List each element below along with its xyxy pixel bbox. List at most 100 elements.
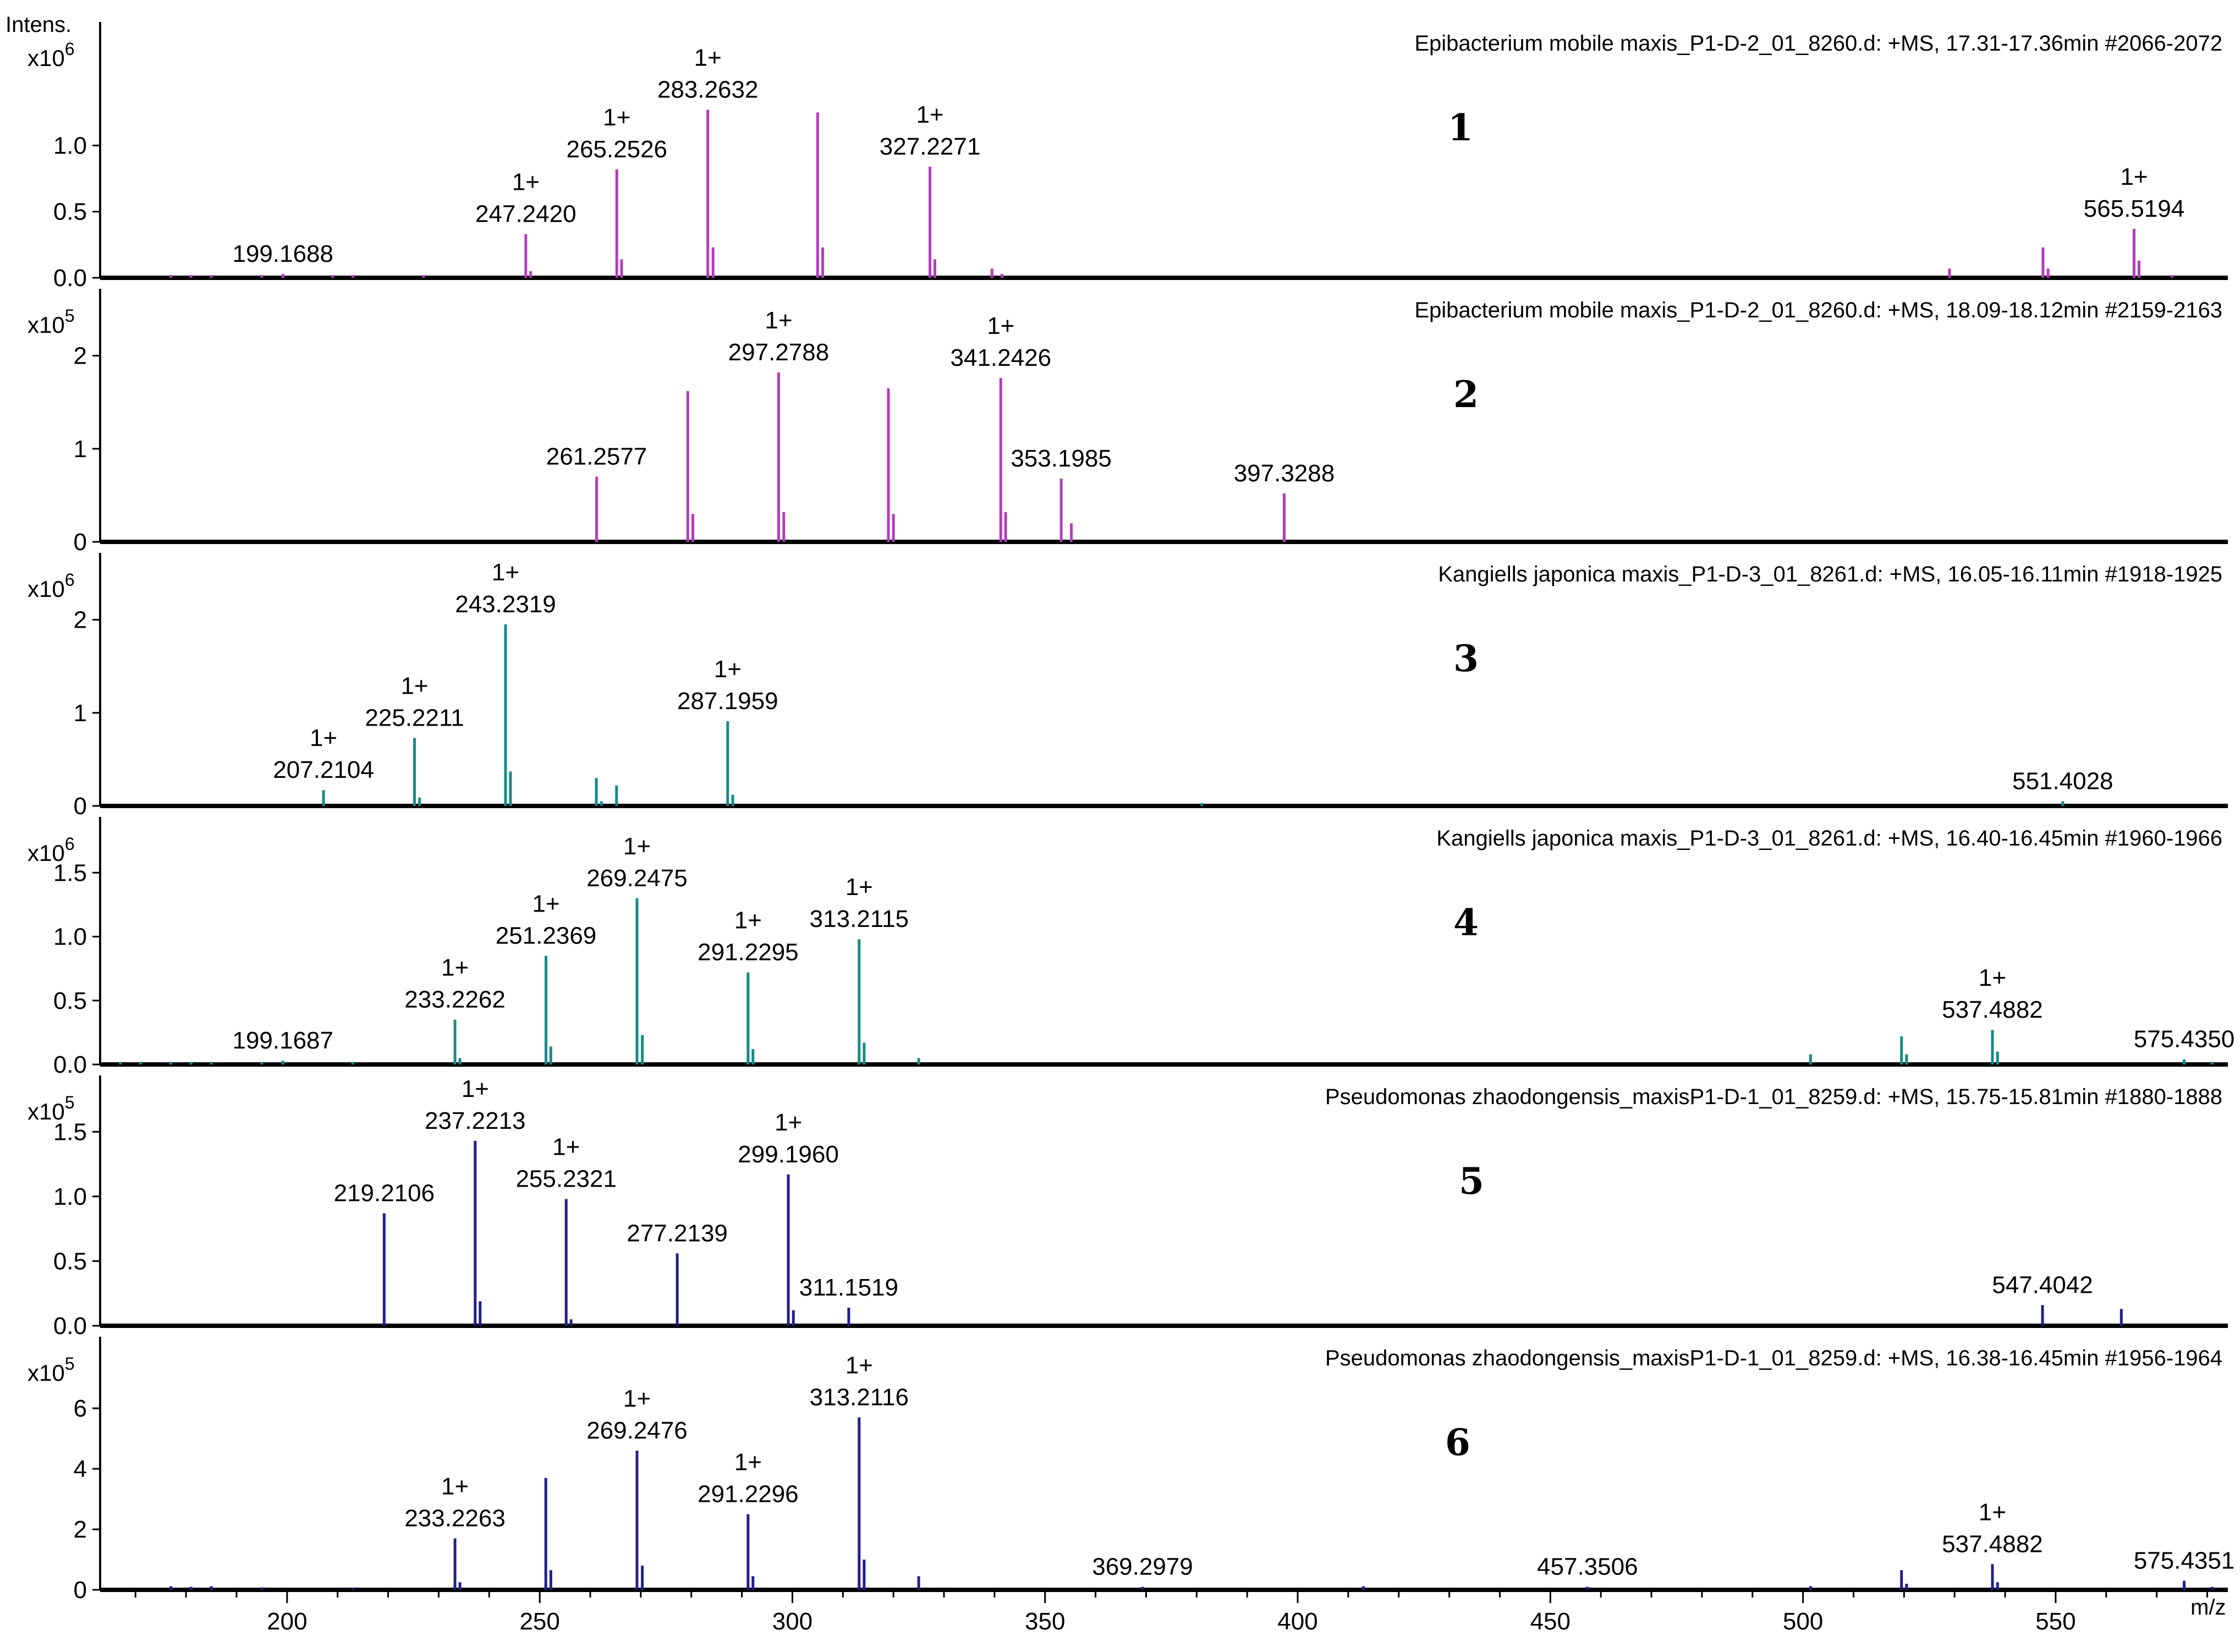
panel-number: 6	[1445, 1421, 1470, 1464]
peak-charge-label: 1+	[734, 907, 762, 934]
multiplier-base: x10	[28, 1099, 65, 1124]
peak-mz-label: 287.1959	[677, 688, 778, 715]
x-tick-label: 450	[1530, 1608, 1571, 1635]
peak-mz-label: 327.2271	[880, 133, 981, 160]
peak-mz-label: 565.5194	[2084, 195, 2185, 222]
spectrum-panel-2: 0 1 2 x105 Epibacterium mobile maxis_P1-D-2_…	[28, 289, 2228, 556]
peak-charge-label: 1+	[916, 101, 943, 128]
y-tick-label: 1.0	[53, 924, 87, 951]
multiplier-base: x10	[28, 45, 65, 71]
peak-mz-label: 341.2426	[951, 344, 1052, 371]
peak-charge-label: 1+	[623, 1385, 651, 1412]
y-tick-label: 2	[74, 607, 87, 634]
peak-mz-label: 207.2104	[273, 756, 374, 783]
peak-charge-label: 1+	[603, 104, 630, 131]
peak-charge-label: 1+	[532, 890, 559, 917]
spectrum-panel-6: 0 2 4 6 x105 Pseudomonas zhaodongensis_maxisP…	[28, 1337, 2234, 1604]
peak-charge-label: 1+	[441, 1473, 469, 1500]
spectrum-panel-1: 0.0 0.5 1.0 x106 Epibacterium mobile maxis_P…	[28, 22, 2228, 292]
x-axis-label: m/z	[2190, 1595, 2226, 1620]
spectrum-title: Kangiells japonica maxis_P1-D-3_01_8261.…	[1438, 562, 2222, 586]
multiplier-base: x10	[28, 840, 65, 866]
multiplier-exponent: 5	[65, 1093, 75, 1112]
y-tick-label: 1.5	[53, 1118, 87, 1145]
peak-charge-label: 1+	[765, 307, 792, 334]
x-tick-label: 350	[1025, 1608, 1065, 1635]
peak-mz-label: 237.2213	[425, 1107, 526, 1134]
multiplier-exponent: 6	[65, 834, 75, 854]
peak-charge-label: 1+	[714, 656, 742, 683]
peak-mz-label: 255.2321	[515, 1166, 617, 1193]
peak-mz-label: 199.1687	[232, 1027, 333, 1054]
peak-mz-label: 283.2632	[657, 76, 759, 103]
peak-charge-label: 1+	[846, 1352, 873, 1379]
spectrum-panel-3: 0 1 2 x106 Kangiells japonica maxis_P1-D-3_0…	[28, 553, 2228, 820]
panel-number: 1	[1448, 106, 1473, 149]
spectrum-title: Pseudomonas zhaodongensis_maxisP1-D-1_01…	[1325, 1085, 2222, 1109]
y-tick-label: 1.0	[53, 1183, 87, 1210]
intensity-multiplier: x106	[28, 570, 75, 602]
multiplier-exponent: 5	[65, 306, 75, 326]
y-tick-label: 0.0	[53, 1313, 87, 1340]
y-tick-label: 0.0	[53, 265, 87, 292]
spectrum-title: Epibacterium mobile maxis_P1-D-2_01_8260…	[1414, 298, 2222, 322]
multiplier-base: x10	[28, 1360, 65, 1386]
peak-mz-label: 233.2262	[404, 986, 506, 1013]
y-tick-label: 2	[74, 1516, 87, 1543]
panel-number: 2	[1453, 373, 1479, 416]
multiplier-exponent: 6	[65, 39, 75, 59]
intensity-multiplier: x106	[28, 39, 75, 71]
peak-mz-label: 311.1519	[799, 1274, 898, 1301]
x-tick-label: 200	[267, 1608, 307, 1635]
y-tick-label: 1.5	[53, 859, 87, 886]
peak-mz-label: 575.4351	[2134, 1547, 2235, 1574]
peak-mz-label: 269.2475	[586, 865, 688, 892]
peak-mz-label: 269.2476	[586, 1417, 688, 1444]
y-tick-label: 0	[74, 529, 87, 556]
peak-mz-label: 291.2295	[698, 939, 799, 966]
y-tick-label: 0	[74, 1577, 87, 1604]
peak-mz-label: 291.2296	[698, 1481, 799, 1508]
peak-charge-label: 1+	[552, 1134, 580, 1161]
y-tick-label: 0.0	[53, 1051, 87, 1078]
y-tick-label: 6	[74, 1395, 87, 1422]
y-tick-label: 0.5	[53, 199, 87, 226]
panel-number: 4	[1453, 901, 1479, 944]
peak-mz-label: 261.2577	[546, 443, 647, 470]
peak-mz-label: 537.4882	[1942, 1530, 2043, 1557]
peak-mz-label: 547.4042	[1992, 1271, 2093, 1298]
peak-mz-label: 199.1688	[232, 240, 333, 267]
peak-mz-label: 575.4350	[2134, 1026, 2235, 1053]
peak-mz-label: 265.2526	[566, 136, 667, 163]
x-tick-label: 500	[1783, 1608, 1823, 1635]
intensity-multiplier: x106	[28, 834, 75, 866]
y-tick-label: 0.5	[53, 1248, 87, 1275]
y-tick-label: 1	[74, 436, 87, 463]
y-tick-label: 1.0	[53, 132, 87, 159]
multiplier-base: x10	[28, 576, 65, 602]
peak-mz-label: 277.2139	[627, 1220, 728, 1247]
peak-mz-label: 251.2369	[496, 922, 597, 949]
peak-mz-label: 537.4882	[1942, 996, 2043, 1023]
x-tick-label: 250	[519, 1608, 559, 1635]
peak-charge-label: 1+	[987, 312, 1014, 339]
peak-charge-label: 1+	[775, 1109, 802, 1136]
spectrum-title: Pseudomonas zhaodongensis_maxisP1-D-1_01…	[1325, 1346, 2222, 1370]
x-axis: 200 250 300 350 400 450 500 550	[134, 1590, 2208, 1635]
peak-mz-label: 219.2106	[334, 1179, 435, 1206]
panel-number: 3	[1453, 637, 1479, 680]
multiplier-exponent: 6	[65, 570, 75, 590]
peak-mz-label: 313.2115	[810, 905, 909, 932]
peak-charge-label: 1+	[1979, 1499, 2006, 1525]
peak-mz-label: 299.1960	[738, 1141, 839, 1168]
multiplier-exponent: 5	[65, 1354, 75, 1374]
peak-mz-label: 551.4028	[2012, 768, 2113, 795]
spectrum-title: Kangiells japonica maxis_P1-D-3_01_8261.…	[1436, 826, 2222, 850]
multiplier-base: x10	[28, 312, 65, 338]
intensity-multiplier: x105	[28, 1354, 75, 1386]
y-tick-label: 0.5	[53, 987, 87, 1014]
peak-charge-label: 1+	[694, 45, 722, 72]
peak-charge-label: 1+	[512, 169, 540, 196]
spectrum-title: Epibacterium mobile maxis_P1-D-2_01_8260…	[1414, 31, 2222, 56]
